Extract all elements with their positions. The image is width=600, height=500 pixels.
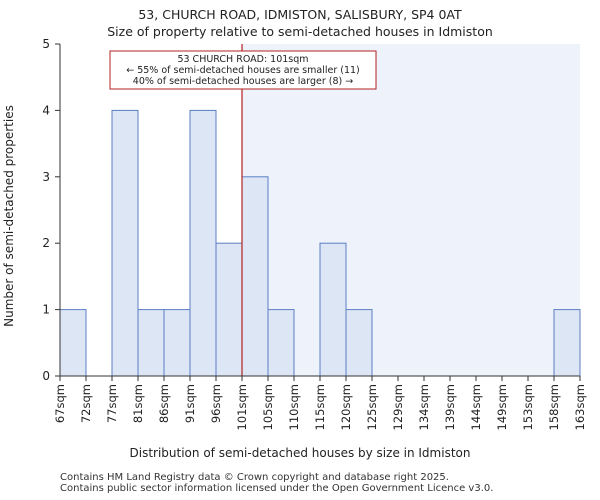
histogram-bar <box>215 242 243 377</box>
x-tick-label: 125sqm <box>365 384 379 430</box>
footer-attribution: Contains HM Land Registry data © Crown c… <box>60 472 493 494</box>
histogram-bar <box>111 109 139 377</box>
x-tick-label: 115sqm <box>313 384 327 430</box>
x-tick-label: 91sqm <box>183 384 197 423</box>
x-tick-label: 120sqm <box>339 384 353 430</box>
y-axis-label: Number of semi-detached properties <box>2 105 16 327</box>
y-tick-label: 1 <box>42 303 50 317</box>
x-tick-label: 134sqm <box>417 384 431 430</box>
y-tick-label: 5 <box>42 37 50 51</box>
histogram-bar <box>345 309 373 377</box>
histogram-bar <box>137 309 165 377</box>
x-tick-label: 77sqm <box>105 384 119 423</box>
x-tick-label: 139sqm <box>443 384 457 430</box>
annotation-box: 53 CHURCH ROAD: 101sqm ← 55% of semi-det… <box>109 50 377 90</box>
annotation-line-2: ← 55% of semi-detached houses are smalle… <box>126 65 360 76</box>
footer-line-1: Contains HM Land Registry data © Crown c… <box>60 472 449 483</box>
chart-subtitle: Size of property relative to semi-detach… <box>107 24 493 39</box>
x-tick-label: 101sqm <box>235 384 249 430</box>
annotation-line-1: 53 CHURCH ROAD: 101sqm <box>177 54 308 65</box>
footer-line-2: Contains public sector information licen… <box>60 483 494 494</box>
annotation-frame <box>109 50 377 90</box>
histogram-bar <box>241 176 269 377</box>
chart-title-block: 53, CHURCH ROAD, IDMISTON, SALISBURY, SP… <box>0 6 600 40</box>
x-tick-label: 96sqm <box>209 384 223 423</box>
x-tick-label: 86sqm <box>157 384 171 423</box>
y-tick-label: 3 <box>42 170 50 184</box>
histogram-bar <box>59 309 87 377</box>
histogram-bar <box>163 309 191 377</box>
histogram-bar <box>319 242 347 377</box>
larger-region-shade <box>242 44 580 376</box>
x-tick-label: 72sqm <box>79 384 93 423</box>
x-tick-label: 153sqm <box>521 384 535 430</box>
x-tick-label: 67sqm <box>53 384 67 423</box>
annotation-line-3: 40% of semi-detached houses are larger (… <box>133 76 353 87</box>
x-tick-label: 105sqm <box>261 384 275 430</box>
bars-layer <box>59 109 581 377</box>
x-tick-label: 163sqm <box>573 384 587 430</box>
x-tick-labels: 67sqm 72sqm 77sqm 81sqm 86sqm 91sqm 96sqm 101sq… <box>53 376 587 430</box>
shade-layer <box>242 44 580 376</box>
chart-title: 53, CHURCH ROAD, IDMISTON, SALISBURY, SP… <box>138 7 462 22</box>
x-tick-label: 81sqm <box>131 384 145 423</box>
x-tick-label: 110sqm <box>287 384 301 430</box>
x-tick-label: 149sqm <box>495 384 509 430</box>
x-tick-label: 144sqm <box>469 384 483 430</box>
y-tick-labels: 0 1 2 3 4 5 <box>42 37 60 383</box>
histogram-bar <box>553 309 581 377</box>
histogram-bar <box>267 309 295 377</box>
x-tick-label: 158sqm <box>547 384 561 430</box>
histogram-bar <box>189 109 217 377</box>
y-tick-label: 2 <box>42 236 50 250</box>
x-tick-label: 129sqm <box>391 384 405 430</box>
x-axis-label: Distribution of semi-detached houses by … <box>130 446 471 460</box>
y-tick-label: 4 <box>42 103 50 117</box>
y-tick-label: 0 <box>42 369 50 383</box>
